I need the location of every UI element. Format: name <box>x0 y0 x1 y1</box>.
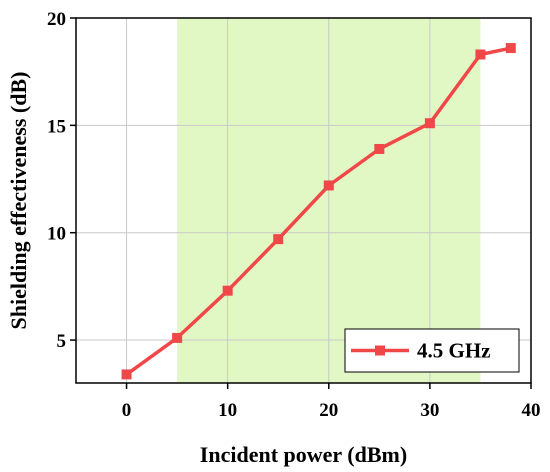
legend-label: 4.5 GHz <box>417 339 491 363</box>
y-tick-label: 5 <box>57 331 67 352</box>
plot-frame <box>75 17 532 384</box>
grid-layer <box>76 18 531 383</box>
x-tick-label: 10 <box>218 400 237 421</box>
x-tick-label: 30 <box>420 400 439 421</box>
tick-layer: 0 10 20 30 40 5 10 15 20 <box>47 9 541 421</box>
legend: 4.5 GHz <box>344 328 520 373</box>
y-tick-label: 15 <box>47 116 66 137</box>
y-tick-label: 10 <box>47 224 66 245</box>
x-tick-label: 0 <box>122 400 132 421</box>
x-tick-label: 40 <box>522 400 541 421</box>
y-axis-title: Shielding effectiveness (dB) <box>6 72 31 330</box>
x-axis-title: Incident power (dBm) <box>200 442 407 467</box>
data-point <box>424 118 435 129</box>
legend-marker <box>375 345 385 356</box>
data-point <box>323 180 334 191</box>
y-tick-label: 20 <box>47 9 66 30</box>
data-point <box>374 143 385 154</box>
data-point <box>273 234 284 245</box>
series-layer <box>121 43 516 380</box>
x-tick-label: 20 <box>319 400 338 421</box>
data-point <box>475 49 486 60</box>
data-point <box>121 369 132 380</box>
data-point <box>172 332 183 343</box>
data-point <box>505 43 516 54</box>
data-point <box>222 285 233 296</box>
